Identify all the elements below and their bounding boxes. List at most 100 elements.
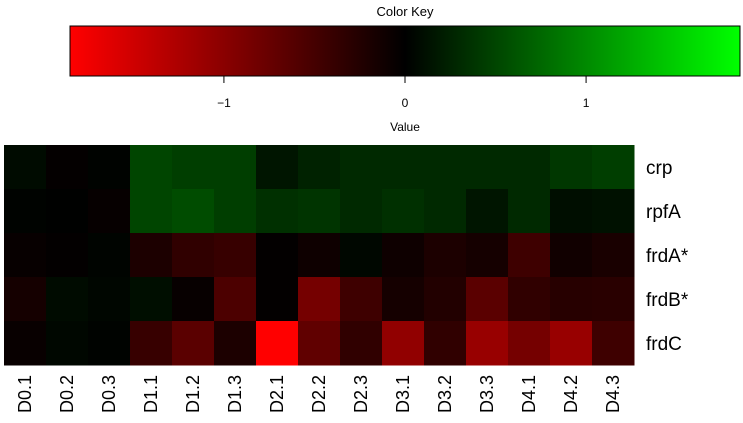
heatmap-cells (4, 145, 635, 366)
heatmap-cell (256, 233, 299, 278)
heatmap-cell (466, 233, 509, 278)
heatmap-cell (298, 277, 341, 322)
heatmap-cell (424, 145, 467, 190)
column-label: D1.3 (225, 375, 245, 413)
column-labels: D0.1 D0.2 D0.3 D1.1 D1.2 D1.3 D2.1 D2.2 D2.3 D3.1… (15, 375, 623, 413)
heatmap-cell (466, 189, 509, 234)
column-label: D2.2 (309, 375, 329, 413)
heatmap-cell (46, 277, 89, 322)
column-label: D0.3 (99, 375, 119, 413)
heatmap-cell (424, 277, 467, 322)
color-key-title: Color Key (376, 4, 434, 19)
heatmap-cell (46, 145, 89, 190)
heatmap-cell (88, 233, 131, 278)
column-label: D0.2 (57, 375, 77, 413)
column-label: D3.2 (435, 375, 455, 413)
heatmap-cell (130, 277, 173, 322)
heatmap-cell (424, 321, 467, 366)
heatmap-cell (592, 277, 635, 322)
heatmap-cell (130, 145, 173, 190)
heatmap-cell (214, 145, 257, 190)
heatmap-cell (466, 145, 509, 190)
column-label: D1.2 (183, 375, 203, 413)
row-label: frdA* (646, 246, 689, 267)
heatmap-cell (424, 233, 467, 278)
heatmap-cell (172, 277, 215, 322)
heatmap-cell (550, 321, 593, 366)
heatmap-cell (4, 145, 47, 190)
heatmap-cell (382, 145, 425, 190)
heatmap-cell (592, 145, 635, 190)
heatmap-cell (88, 277, 131, 322)
heatmap-cell (298, 145, 341, 190)
heatmap-cell (382, 233, 425, 278)
color-key-axis-label: Value (390, 120, 420, 134)
color-key-gradient-bar (69, 25, 741, 77)
heatmap-cell (592, 189, 635, 234)
heatmap-cell (340, 189, 383, 234)
heatmap-cell (466, 277, 509, 322)
heatmap-cell (424, 189, 467, 234)
heatmap-cell (4, 321, 47, 366)
heatmap-cell (130, 189, 173, 234)
heatmap-cell (4, 189, 47, 234)
heatmap-cell (172, 321, 215, 366)
column-label: D3.3 (477, 375, 497, 413)
heatmap-cell (298, 233, 341, 278)
heatmap-cell (214, 189, 257, 234)
column-label: D4.1 (519, 375, 539, 413)
heatmap-cell (508, 145, 551, 190)
heatmap-cell (172, 145, 215, 190)
heatmap-cell (592, 321, 635, 366)
heatmap-cell (214, 233, 257, 278)
row-label: crp (646, 158, 672, 179)
column-label: D3.1 (393, 375, 413, 413)
heatmap-cell (4, 233, 47, 278)
heatmap-cell (88, 145, 131, 190)
color-key: Color Key −1 0 1 Value (69, 4, 741, 134)
heatmap-cell (4, 277, 47, 322)
heatmap-cell (46, 189, 89, 234)
color-key-tick-label: 1 (583, 96, 590, 110)
column-label: D1.1 (141, 375, 161, 413)
row-label: frdC (646, 334, 682, 355)
heatmap-cell (256, 145, 299, 190)
heatmap-cell (214, 277, 257, 322)
color-key-tick-label: 0 (402, 96, 409, 110)
heatmap-cell (88, 321, 131, 366)
heatmap-cell (130, 233, 173, 278)
heatmap-cell (382, 277, 425, 322)
heatmap-cell (298, 189, 341, 234)
heatmap-cell (340, 277, 383, 322)
heatmap-cell (214, 321, 257, 366)
heatmap-cell (508, 189, 551, 234)
column-label: D2.1 (267, 375, 287, 413)
heatmap-cell (508, 277, 551, 322)
heatmap-cell (550, 189, 593, 234)
row-label: frdB* (646, 290, 689, 311)
heatmap-cell (46, 233, 89, 278)
heatmap-cell (340, 145, 383, 190)
row-labels: crp rpfA frdA* frdB* frdC (646, 158, 689, 355)
heatmap-cell (550, 145, 593, 190)
heatmap-cell (592, 233, 635, 278)
heatmap-cell (172, 189, 215, 234)
heatmap-cell (508, 233, 551, 278)
heatmap-cell (466, 321, 509, 366)
color-key-ticks: −1 0 1 (217, 76, 590, 110)
row-label: rpfA (646, 202, 681, 223)
heatmap-cell (172, 233, 215, 278)
column-label: D4.2 (561, 375, 581, 413)
heatmap-cell (298, 321, 341, 366)
heatmap-cell (130, 321, 173, 366)
heatmap-cell (340, 233, 383, 278)
color-key-tick-label: −1 (217, 96, 231, 110)
column-label: D0.1 (15, 375, 35, 413)
heatmap-cell (256, 277, 299, 322)
heatmap-cell (382, 321, 425, 366)
heatmap-cell (550, 277, 593, 322)
heatmap-cell (340, 321, 383, 366)
heatmap-cell (46, 321, 89, 366)
column-label: D2.3 (351, 375, 371, 413)
